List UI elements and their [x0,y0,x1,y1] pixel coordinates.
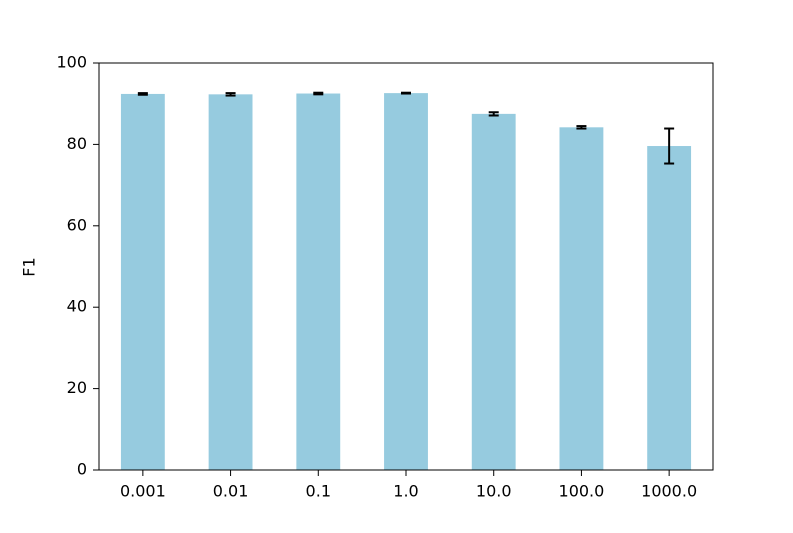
y-axis-label: F1 [20,257,39,276]
x-tick-label: 1.0 [393,482,418,501]
bar [208,94,253,471]
error-bar [664,127,675,165]
y-tick-label: 80 [67,134,87,153]
bar [296,93,341,471]
x-tick-label: 10.0 [476,482,512,501]
x-tick-label: 100.0 [559,482,605,501]
y-tick-label: 20 [67,378,87,397]
error-bar [225,92,236,97]
x-tick-label: 0.01 [213,482,249,501]
plot-frame [98,62,714,471]
x-tick-label: 1000.0 [641,482,697,501]
bar [647,146,692,470]
x-tick-label: 0.1 [306,482,331,501]
bar [471,113,516,470]
x-tick-label: 0.001 [120,482,166,501]
bar [120,93,165,470]
y-tick-label: 100 [56,53,87,72]
bar [559,127,604,470]
error-bar [313,91,324,96]
error-bar [576,125,587,130]
error-bar [488,111,499,117]
error-bar [137,92,148,96]
y-tick-label: 60 [67,215,87,234]
y-tick-label: 0 [77,460,87,479]
bar [384,93,428,471]
y-tick-label: 40 [67,297,87,316]
error-bar [401,91,411,95]
